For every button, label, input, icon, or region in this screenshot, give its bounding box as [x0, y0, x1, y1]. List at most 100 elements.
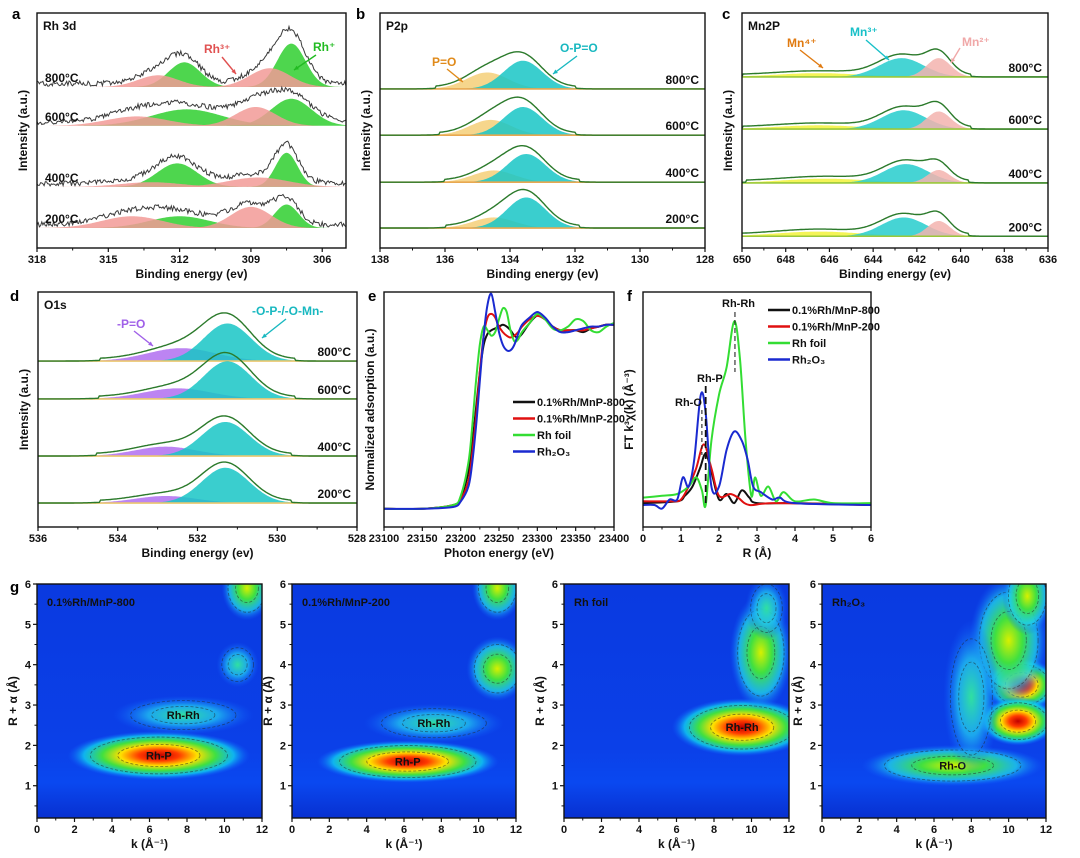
x-tick-label: 12	[1040, 824, 1052, 836]
peak-annotation: Rh-Rh	[722, 298, 755, 310]
x-axis-title: Binding energy (ev)	[486, 267, 598, 281]
component-peak-Rh3+	[37, 216, 346, 229]
legend-item: Rh₂O₃	[768, 355, 825, 367]
y-axis-title: Intensity (a.u.)	[16, 90, 30, 171]
contour-line	[235, 584, 259, 603]
panel-title: Mn2P	[748, 19, 780, 33]
contour-line	[478, 584, 516, 613]
temperature-label: 600°C	[666, 119, 700, 133]
component-peak--O-P-/-O-Mn-	[38, 467, 357, 504]
x-axis-title: R (Å)	[743, 545, 772, 560]
panel-letter: f	[627, 288, 633, 305]
y-tick-label: 5	[25, 619, 31, 631]
component-peak--O-P-/-O-Mn-	[38, 323, 357, 362]
heatmap-feature	[745, 584, 788, 641]
legend-label: 0.1%Rh/MnP-800	[792, 305, 880, 317]
y-tick-label: 1	[25, 781, 31, 793]
y-tick-label: 6	[552, 579, 558, 591]
x-tick-label: 646	[820, 254, 838, 266]
y-axis-title: Intensity (a.u.)	[721, 90, 735, 171]
arrowhead-icon	[231, 69, 236, 74]
x-tick-label: 312	[170, 254, 188, 266]
contour-line	[756, 593, 777, 624]
series-line-0.1%Rh/MnP-800	[643, 452, 871, 506]
legend: 0.1%Rh/MnP-800 0.1%Rh/MnP-200 Rh foil Rh₂O₃	[768, 305, 880, 367]
panel-f-axes: 0 1 2 3 4 5 6 R (Å) FT k³χ(k) (Å⁻³) f	[621, 288, 874, 560]
temperature-label: 400°C	[318, 440, 352, 454]
component-peak-Rh3+	[37, 107, 346, 126]
x-tick-label: 10	[218, 824, 230, 836]
y-axis-title: R + α (Å)	[790, 676, 805, 726]
annotation-arrow	[865, 39, 890, 61]
x-tick-label: 315	[99, 254, 117, 266]
heatmap-feature	[216, 642, 259, 688]
component-peak-Rh3+	[37, 75, 346, 88]
contour-line	[911, 755, 995, 776]
x-tick-label: 8	[968, 824, 974, 836]
x-tick-label: 138	[371, 254, 389, 266]
peak-annotation: Mn³⁺	[850, 25, 878, 39]
y-axis-title: Intensity (a.u.)	[359, 90, 373, 171]
y-tick-label: 4	[280, 660, 287, 672]
component-peak-Mn3+	[742, 58, 1048, 77]
x-tick-label: 6	[931, 824, 937, 836]
fitted-envelope	[380, 188, 705, 229]
contour-line	[473, 644, 516, 694]
heatmap-feature	[221, 584, 262, 621]
component-peak-Mn4+	[742, 125, 1048, 130]
temperature-label: 400°C	[666, 166, 700, 180]
legend-item: Rh₂O₃	[513, 447, 570, 459]
contour-line	[89, 736, 228, 775]
component-peak-Rh3+	[37, 116, 346, 126]
spectrum-800°C: 800°C	[37, 24, 346, 88]
x-tick-label: 6	[401, 824, 407, 836]
heatmap-feature	[943, 619, 1000, 775]
heatmap-feature	[67, 730, 251, 780]
x-tick-label: 10	[1003, 824, 1015, 836]
series-line-Rh foil	[643, 320, 871, 508]
x-tick-label: 10	[473, 824, 485, 836]
contour-line	[999, 709, 1037, 733]
x-tick-label: 318	[28, 254, 46, 266]
legend-label: Rh foil	[537, 430, 571, 442]
component-peak--O-P-/-O-Mn-	[38, 361, 357, 399]
peak-annotation: -O-P-/-O-Mn-	[252, 304, 323, 318]
fitted-envelope	[37, 24, 346, 88]
panel-letter: e	[368, 288, 376, 305]
x-axis-title: k (Å⁻¹)	[131, 836, 168, 851]
y-tick-label: 2	[280, 740, 286, 752]
legend-item: 0.1%Rh/MnP-800	[513, 397, 625, 409]
component-peak-P=O	[380, 119, 705, 136]
component-peak-Mn4+	[742, 178, 1048, 183]
panel-letter: g	[10, 579, 19, 596]
y-axis-title: R + α (Å)	[532, 676, 547, 726]
x-tick-label: 0	[289, 824, 295, 836]
contour-line	[117, 744, 201, 767]
feature-label: Rh-Rh	[417, 718, 450, 730]
component-peak-Rh+	[37, 109, 346, 126]
contour-line	[1015, 584, 1040, 614]
x-tick-label: 648	[777, 254, 795, 266]
y-axis-title: R + α (Å)	[260, 676, 275, 726]
peak-annotation: Rh³⁺	[204, 42, 230, 56]
spectrum-600°C: 600°C	[380, 96, 705, 136]
x-tick-label: 134	[501, 254, 520, 266]
peak-annotation: Mn⁴⁺	[787, 36, 817, 50]
legend-label: Rh₂O₃	[537, 447, 570, 459]
x-tick-label: 8	[438, 824, 444, 836]
x-tick-label: 23250	[484, 533, 515, 545]
contour-line	[151, 706, 216, 725]
legend-item: 0.1%Rh/MnP-200	[513, 414, 625, 426]
temperature-label: 800°C	[666, 73, 700, 87]
series-line-Rh₂O₃	[643, 391, 871, 510]
panel-letter: d	[10, 288, 19, 305]
x-tick-label: 4	[792, 533, 799, 545]
x-tick-label: 530	[268, 533, 286, 545]
panel-b-axes: 138 136 134 132 130 128 Binding energy (ev) Int…	[356, 6, 714, 281]
legend-label: 0.1%Rh/MnP-800	[537, 397, 625, 409]
x-tick-label: 1	[678, 533, 684, 545]
peak-annotation: Rh-P	[697, 373, 723, 385]
spectrum-200°C: 200°C	[38, 461, 357, 504]
y-tick-label: 2	[810, 740, 816, 752]
